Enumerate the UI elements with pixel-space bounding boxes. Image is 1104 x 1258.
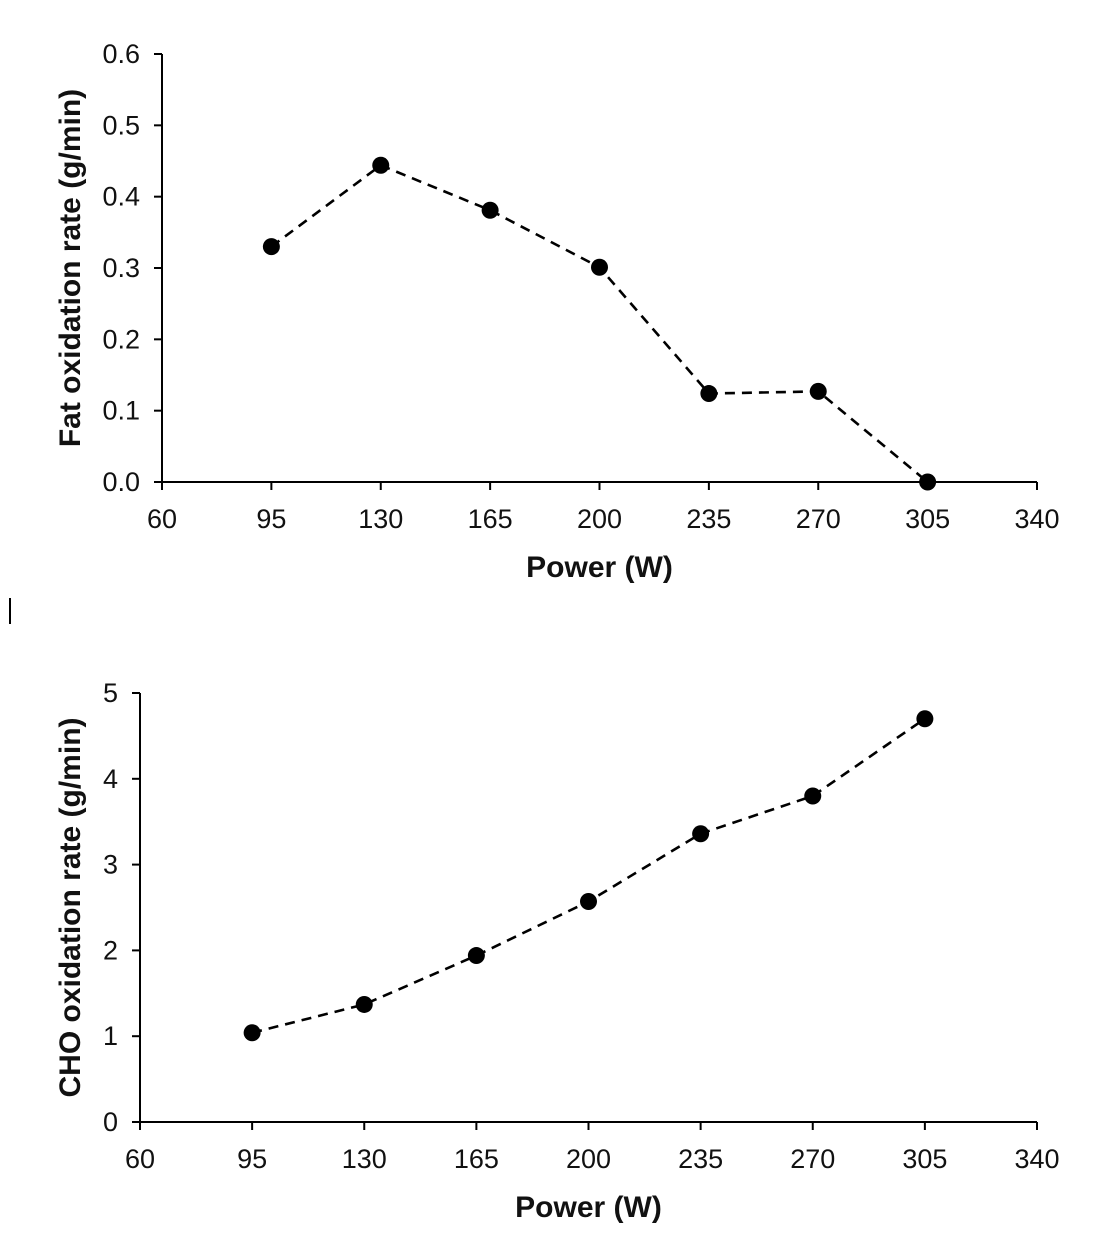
y-tick-label: 0 (103, 1107, 118, 1137)
data-point (692, 825, 710, 843)
data-point (804, 787, 822, 805)
x-tick-label: 270 (790, 1144, 835, 1174)
data-point (919, 473, 937, 491)
x-tick-label: 270 (796, 504, 841, 534)
data-point (355, 995, 373, 1013)
data-point (243, 1024, 261, 1042)
data-point (467, 947, 485, 965)
x-tick-label: 305 (902, 1144, 947, 1174)
data-point (809, 382, 827, 400)
x-tick-label: 130 (342, 1144, 387, 1174)
x-tick-label: 95 (256, 504, 286, 534)
y-axis-title: Fat oxidation rate (g/min) (54, 89, 87, 447)
x-tick-label: 130 (358, 504, 403, 534)
data-point (700, 385, 718, 403)
series-line (270, 163, 929, 484)
y-tick-label: 0.1 (102, 396, 140, 426)
y-tick-label: 5 (103, 678, 118, 708)
x-tick-label: 165 (454, 1144, 499, 1174)
y-tick-label: 2 (103, 935, 118, 965)
x-tick-label: 95 (237, 1144, 267, 1174)
y-tick-label: 0.0 (102, 467, 140, 497)
y-tick-label: 0.3 (102, 253, 140, 283)
data-point (481, 201, 499, 219)
data-point (591, 258, 608, 276)
x-tick-label: 235 (678, 1144, 723, 1174)
x-tick-label: 60 (147, 504, 177, 534)
cho-oxidation-chart: 60 95 130 165 200 235 270 305 340 0 1 2 3 4 5 Power (W)… (54, 678, 1060, 1224)
x-axis-title: Power (W) (526, 551, 673, 584)
y-tick-label: 1 (103, 1021, 118, 1051)
data-point (916, 710, 934, 728)
y-axis-title: CHO oxidation rate (g/min) (54, 717, 87, 1097)
x-tick-label: 340 (1014, 1144, 1059, 1174)
x-tick-label: 60 (125, 1144, 155, 1174)
x-tick-label: 340 (1014, 504, 1059, 534)
x-tick-label: 200 (566, 1144, 611, 1174)
y-tick-label: 0.4 (102, 182, 140, 212)
y-tick-label: 0.6 (102, 39, 140, 69)
data-point (580, 892, 597, 910)
fat-oxidation-chart: 60 95 130 165 200 235 270 305 340 0.0 0.1 0.2 0.3 0.4… (54, 39, 1060, 584)
data-point (262, 238, 280, 256)
series-line (251, 717, 926, 1035)
y-tick-label: 3 (103, 850, 118, 880)
y-tick-label: 4 (103, 764, 118, 794)
x-tick-label: 200 (577, 504, 622, 534)
data-point (372, 156, 390, 174)
y-tick-label: 0.5 (102, 110, 140, 140)
y-tick-label: 0.2 (102, 324, 140, 354)
x-tick-label: 165 (468, 504, 513, 534)
x-tick-label: 235 (686, 504, 731, 534)
x-tick-label: 305 (905, 504, 950, 534)
x-axis-title: Power (W) (515, 1191, 662, 1224)
